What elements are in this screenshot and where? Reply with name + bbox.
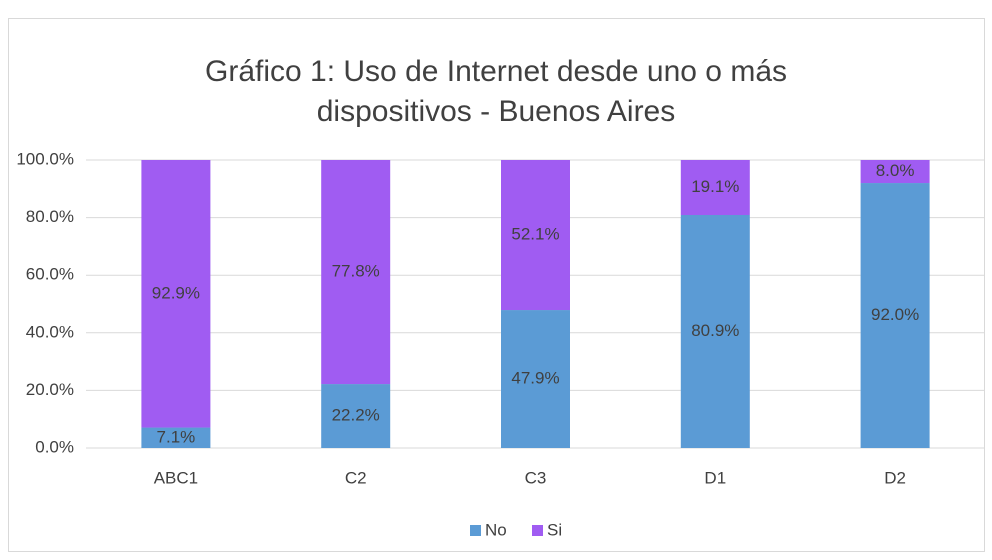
legend-label: No	[485, 520, 507, 539]
bar-segment	[860, 160, 930, 184]
bar-segment	[501, 160, 570, 311]
bar-segment	[680, 215, 750, 448]
data-label: 92.9%	[152, 283, 200, 302]
legend-label: Si	[547, 520, 562, 539]
x-tick-label: C2	[345, 468, 367, 487]
data-label: 92.0%	[871, 305, 919, 324]
x-tick-label: D2	[884, 468, 906, 487]
bar-segment	[501, 310, 570, 448]
bar-segment	[141, 160, 211, 428]
legend-swatch	[470, 525, 481, 536]
x-tick-label: D1	[704, 468, 726, 487]
data-label: 19.1%	[691, 177, 739, 196]
data-label: 8.0%	[876, 161, 915, 180]
y-tick-label: 60.0%	[26, 265, 74, 284]
legend-swatch	[532, 525, 543, 536]
y-tick-label: 100.0%	[16, 149, 74, 168]
y-tick-label: 20.0%	[26, 380, 74, 399]
data-label: 7.1%	[157, 427, 196, 446]
bar-segment	[141, 427, 211, 448]
bar-segment	[321, 384, 391, 448]
data-label: 80.9%	[691, 321, 739, 340]
data-label: 47.9%	[511, 369, 559, 388]
data-label: 77.8%	[332, 262, 380, 281]
chart-title: Gráfico 1: Uso de Internet desde uno o m…	[205, 55, 787, 128]
y-tick-label: 0.0%	[35, 437, 74, 456]
y-tick-label: 80.0%	[26, 207, 74, 226]
bar-segment	[860, 183, 930, 449]
x-tick-label: C3	[525, 468, 547, 487]
data-label: 52.1%	[511, 225, 559, 244]
bar-segment	[680, 160, 750, 216]
data-label: 22.2%	[332, 406, 380, 425]
x-tick-label: ABC1	[154, 468, 198, 487]
y-tick-label: 40.0%	[26, 322, 74, 341]
bar-segment	[321, 160, 391, 385]
